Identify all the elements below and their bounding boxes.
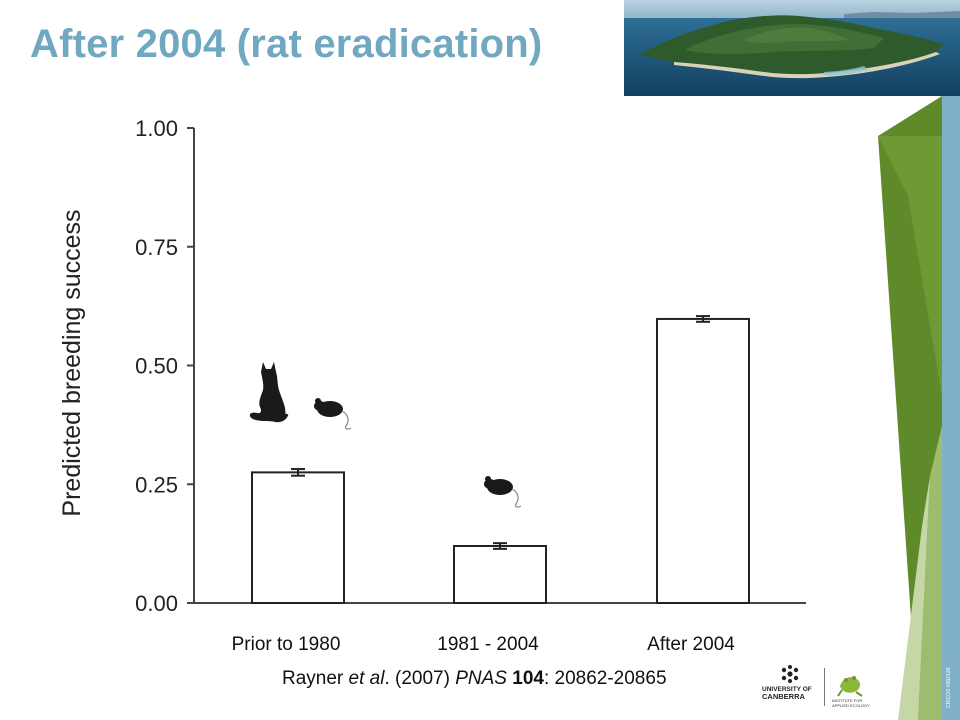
x-axis-labels: Prior to 1980 1981 - 2004 After 2004 bbox=[232, 634, 736, 655]
bar bbox=[453, 545, 547, 604]
y-tick-label: 0.50 bbox=[135, 354, 178, 379]
decorative-side-stripes bbox=[878, 96, 960, 720]
citation-journal: PNAS bbox=[455, 668, 507, 689]
rat-icon bbox=[484, 476, 522, 508]
citation: Rayner et al. (2007) PNAS 104: 20862-208… bbox=[282, 668, 667, 690]
citation-authors: Rayner bbox=[282, 668, 344, 689]
rat-icon bbox=[314, 398, 352, 430]
cat-icon bbox=[249, 362, 289, 423]
frog-icon bbox=[837, 676, 863, 697]
x-tick-label: After 2004 bbox=[647, 634, 735, 655]
university-name: UNIVERSITY OF CANBERRA bbox=[762, 686, 812, 701]
y-tick-label: 0.00 bbox=[135, 591, 178, 616]
y-tick-label: 0.75 bbox=[135, 235, 178, 260]
x-tick-label: Prior to 1980 bbox=[232, 634, 341, 655]
chart-bars bbox=[251, 315, 750, 604]
citation-etal: et al bbox=[348, 668, 385, 689]
slide-title: After 2004 (rat eradication) bbox=[30, 22, 543, 66]
bar bbox=[656, 317, 750, 604]
y-axis-label: Predicted breeding success bbox=[58, 209, 86, 516]
institute-name: INSTITUTE FOR APPLIED ECOLOGY bbox=[832, 698, 870, 708]
x-tick-label: 1981 - 2004 bbox=[437, 634, 539, 655]
citation-pages: : 20862-20865 bbox=[543, 668, 667, 689]
citation-volume: 104 bbox=[512, 668, 544, 689]
university-logo-icon bbox=[781, 665, 863, 706]
y-axis-ticks: 0.00 0.25 0.50 0.75 1.00 bbox=[135, 116, 194, 616]
island-photo bbox=[624, 0, 960, 96]
y-tick-label: 1.00 bbox=[135, 116, 178, 141]
bar bbox=[251, 471, 345, 604]
y-tick-label: 0.25 bbox=[135, 472, 178, 497]
cricos-code: CRICOS #00212K bbox=[946, 667, 952, 708]
institution-logos: UNIVERSITY OF CANBERRA INSTITUTE FOR APP… bbox=[762, 664, 874, 710]
citation-year: . (2007) bbox=[384, 668, 456, 689]
